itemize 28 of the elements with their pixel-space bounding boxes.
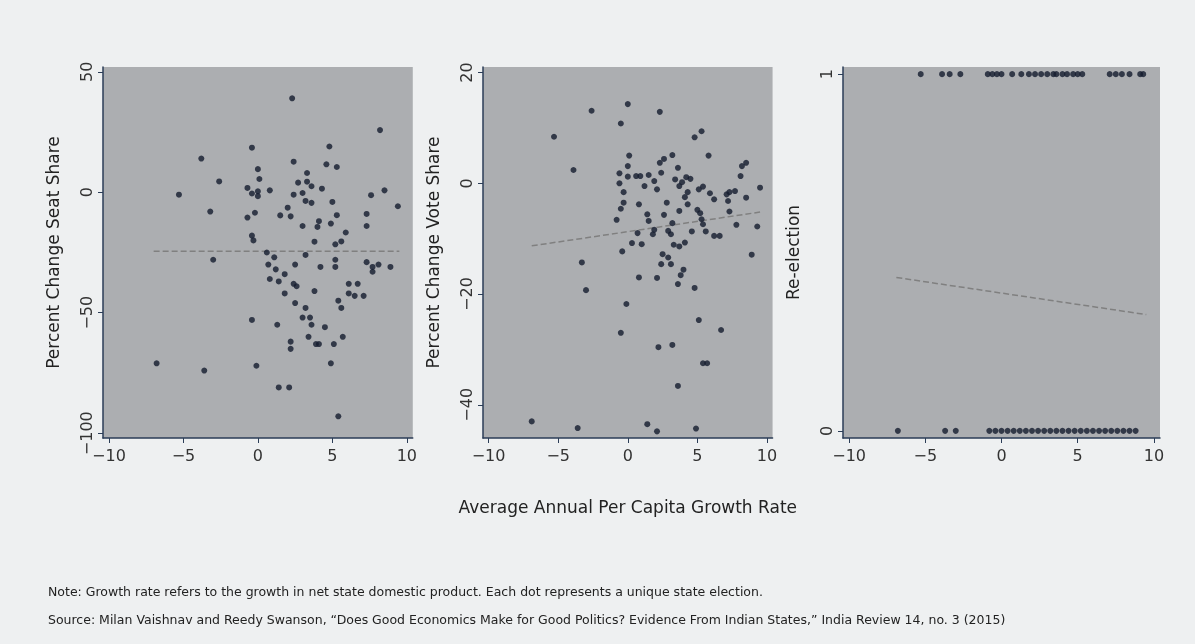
x-tick-label: 10	[756, 445, 778, 465]
y-tick-label: −50	[76, 295, 96, 330]
y-tick-label: −20	[456, 277, 476, 311]
x-axis-title: Average Annual Per Capita Growth Rate	[458, 496, 797, 517]
text: Note: Growth rate refers to the growth in net state domestic product. Each dot represents a unique state election.	[48, 583, 764, 601]
y-tick-label: 50	[76, 61, 96, 82]
x-tick-label: −5	[546, 445, 570, 465]
y-axis-title: Percent Change Vote Share	[422, 136, 443, 369]
x-tick-label: 5	[692, 445, 703, 465]
y-tick-label: 20	[456, 62, 476, 83]
y-tick-label: 0	[456, 178, 476, 189]
x-tick-label: 0	[252, 445, 263, 465]
x-tick-label: −10	[471, 445, 506, 465]
x-tick-label: 5	[327, 445, 338, 465]
x-tick-label: −10	[832, 445, 866, 465]
x-tick-label: 5	[1072, 445, 1083, 465]
source-note: Source: Milan Vaishnav and Reedy Swanson, “Does Good Economics Make for Good Politics? Evidence From Indian States,” India Review 14, no. 3 (2015)	[48, 611, 1007, 629]
x-tick-label: −5	[171, 445, 196, 465]
y-tick-label: −40	[456, 387, 476, 422]
x-tick-label: −5	[913, 445, 938, 465]
x-tick-label: 0	[996, 445, 1007, 465]
y-tick-label: 1	[816, 69, 836, 80]
x-tick-label: 10	[1143, 445, 1165, 465]
y-tick-label: 0	[76, 187, 96, 198]
x-tick-label: 10	[396, 445, 417, 465]
y-axis-title: Percent Change Seat Share	[42, 136, 63, 369]
y-axis-title: Re-election	[782, 204, 803, 301]
x-tick-label: 0	[622, 445, 633, 465]
